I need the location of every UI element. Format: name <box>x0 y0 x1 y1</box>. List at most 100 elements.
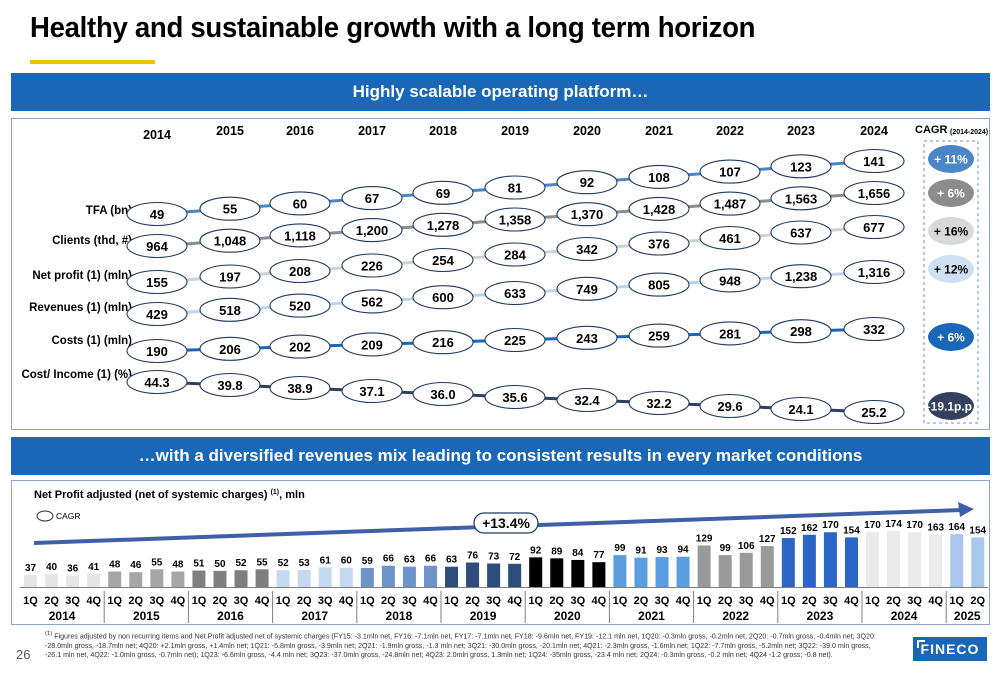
bar-value-2020-q2: 89 <box>551 546 563 557</box>
quarter-label-2021-q3: 3Q <box>655 595 670 607</box>
data-label-0-5: 81 <box>508 181 522 196</box>
data-bubble-5-2 <box>269 375 331 401</box>
bar-value-2022-q2: 99 <box>720 543 732 554</box>
quarter-label-2020-q4: 4Q <box>592 595 607 607</box>
data-bubble-0-1 <box>199 196 261 221</box>
bar-2015-q4 <box>171 571 185 587</box>
data-label-2-6: 342 <box>576 242 598 257</box>
bar-value-2015-q1: 48 <box>109 560 121 571</box>
data-bubble-4-7 <box>628 323 690 348</box>
data-bubble-2-7 <box>628 231 690 256</box>
quarter-label-2021-q2: 2Q <box>634 595 649 607</box>
data-bubble-1-5 <box>484 207 546 232</box>
data-bubble-3-6 <box>556 276 618 301</box>
bar-value-2014-q1: 37 <box>25 563 37 574</box>
data-label-5-2: 38.9 <box>287 381 312 396</box>
bar-value-2019-q3: 73 <box>488 551 500 562</box>
bar-2014-q4 <box>87 573 101 587</box>
data-bubble-2-1 <box>199 264 261 289</box>
bar-value-2017-q2: 53 <box>299 558 311 569</box>
page-number: 26 <box>16 647 31 662</box>
data-bubble-0-5 <box>484 175 546 200</box>
quarter-label-2024-q3: 3Q <box>907 595 922 607</box>
bar-value-2016-q4: 55 <box>257 557 269 568</box>
bar-2015-q3 <box>150 569 164 587</box>
bar-value-2019-q1: 63 <box>446 555 458 566</box>
quarter-label-2024-q2: 2Q <box>886 595 901 607</box>
net-profit-panel: Net Profit adjusted (net of systemic cha… <box>11 480 990 625</box>
data-bubble-2-8 <box>699 225 761 251</box>
bar-value-2021-q2: 91 <box>635 546 647 557</box>
quarter-label-2024-q1: 1Q <box>865 595 880 607</box>
cagr-header-period: (2014-2024) <box>950 129 988 136</box>
quarter-label-2023-q1: 1Q <box>781 595 796 607</box>
bottom-section-banner: …with a diversified revenues mix leading… <box>11 437 990 475</box>
data-label-4-7: 259 <box>648 329 670 344</box>
year-header-2023: 2023 <box>787 124 815 138</box>
data-bubble-1-4 <box>412 212 474 237</box>
quarter-label-2023-q2: 2Q <box>802 595 817 607</box>
net-profit-bar-chart: Net Profit adjusted (net of systemic cha… <box>20 489 989 623</box>
data-label-5-8: 29.6 <box>717 399 742 414</box>
data-bubble-2-9 <box>770 220 832 245</box>
bar-value-2023-q2: 162 <box>801 523 818 534</box>
quarter-label-2018-q1: 1Q <box>360 595 375 607</box>
data-label-3-8: 948 <box>719 273 741 288</box>
fineco-logo: FINECO <box>913 637 987 661</box>
bar-2024-q2 <box>887 530 901 587</box>
bar-value-2023-q3: 170 <box>822 520 839 531</box>
data-label-4-0: 190 <box>146 344 168 359</box>
bar-value-2025-q1: 164 <box>948 522 965 533</box>
data-bubble-3-4 <box>412 285 474 310</box>
footnote-text: Figures adjusted by non recurring items … <box>45 632 876 660</box>
year-header-2022: 2022 <box>716 124 744 138</box>
data-bubble-3-7 <box>628 272 690 297</box>
data-label-4-4: 216 <box>432 335 454 350</box>
data-label-4-10: 332 <box>863 322 885 337</box>
bar-2016-q3 <box>234 570 248 587</box>
quarter-label-2020-q1: 1Q <box>528 595 543 607</box>
bar-value-2015-q4: 48 <box>172 560 184 571</box>
data-label-0-2: 60 <box>293 196 307 211</box>
data-label-0-9: 123 <box>790 159 812 174</box>
quarter-label-2015-q4: 4Q <box>171 595 186 607</box>
data-label-3-5: 633 <box>504 286 526 301</box>
data-bubble-1-7 <box>628 196 690 221</box>
data-label-2-8: 461 <box>719 231 741 246</box>
quarter-label-2019-q2: 2Q <box>465 595 480 607</box>
data-label-0-4: 69 <box>436 186 450 201</box>
bar-2014-q1 <box>24 575 38 587</box>
cagr-value-bubble <box>473 512 539 534</box>
quarter-label-2017-q1: 1Q <box>276 595 291 607</box>
data-bubble-2-3 <box>341 253 403 278</box>
year-label-2018: 2018 <box>386 609 413 623</box>
quarter-label-2014-q3: 3Q <box>65 595 80 607</box>
bar-2017-q1 <box>276 570 290 587</box>
data-bubble-2-10 <box>843 214 905 240</box>
data-bubble-1-2 <box>269 223 331 248</box>
data-label-5-4: 36.0 <box>430 387 455 402</box>
bar-2019-q2 <box>466 562 480 587</box>
data-label-2-7: 376 <box>648 237 670 252</box>
bar-2014-q2 <box>45 574 59 587</box>
bar-value-2017-q1: 52 <box>278 558 290 569</box>
row-label-4: Costs (1) (mln) <box>52 335 133 347</box>
bar-value-2016-q1: 51 <box>193 559 205 570</box>
data-bubble-3-5 <box>484 280 546 306</box>
quarter-label-2016-q1: 1Q <box>192 595 207 607</box>
year-label-2016: 2016 <box>217 609 244 623</box>
bar-2022-q2 <box>718 555 732 587</box>
kpi-panel: CAGR (2014-2024) 2014 2015 2016 2017 2018 2019 2… <box>11 118 990 430</box>
cagr-value-5: -19.1p.p. <box>927 400 976 414</box>
bar-2017-q4 <box>339 567 353 587</box>
quarter-label-2014-q2: 2Q <box>44 595 59 607</box>
data-bubble-5-8 <box>699 393 761 419</box>
data-bubble-5-0 <box>126 369 188 395</box>
data-bubble-5-3 <box>341 378 403 404</box>
bar-2016-q4 <box>255 569 269 587</box>
bar-value-2016-q3: 52 <box>235 558 247 569</box>
quarter-label-2021-q1: 1Q <box>613 595 628 607</box>
data-label-1-0: 964 <box>146 239 168 254</box>
data-bubble-5-5 <box>484 384 546 410</box>
data-bubble-0-0 <box>126 201 188 227</box>
